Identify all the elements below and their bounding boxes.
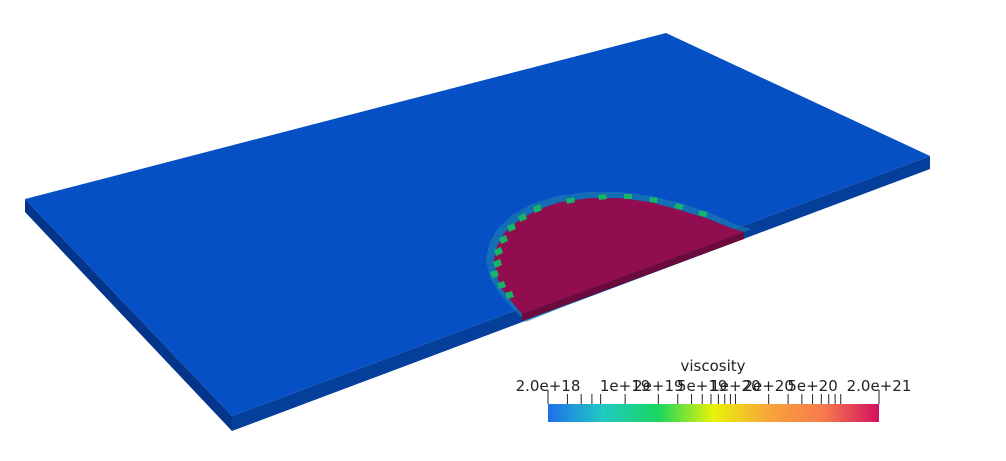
inclusion-region: [486, 192, 752, 322]
plate-slab: [25, 33, 930, 431]
colorbar-tick-label: 1e+19: [600, 377, 650, 395]
inclusion-top: [494, 198, 744, 314]
colorbar-ticks: [547, 390, 880, 404]
colorbar-tick-label: 5e+19: [677, 377, 727, 395]
colorbar-tick-label: 1e+20: [710, 377, 760, 395]
colorbar-tick-labels: 2.0e+18 2.0e+21 1e+192e+195e+191e+202e+205…: [516, 377, 912, 395]
inclusion-boundary-cells: [490, 194, 708, 299]
plate-top-surface: [25, 33, 930, 416]
colorbar-gradient-bar: [548, 404, 879, 422]
plate-side-left: [25, 199, 232, 431]
colorbar-title: viscosity: [680, 357, 745, 375]
colorbar-tick-label: 2e+19: [633, 377, 683, 395]
colorbar: viscosity 2.0e+18 2.0e+21 1e+192e+195e+191…: [516, 357, 912, 422]
colorbar-tick-label: 2e+20: [743, 377, 793, 395]
colorbar-min-label: 2.0e+18: [516, 377, 581, 395]
colorbar-max-label: 2.0e+21: [847, 377, 912, 395]
inclusion-side: [522, 232, 744, 321]
colorbar-tick-label: 5e+20: [787, 377, 837, 395]
